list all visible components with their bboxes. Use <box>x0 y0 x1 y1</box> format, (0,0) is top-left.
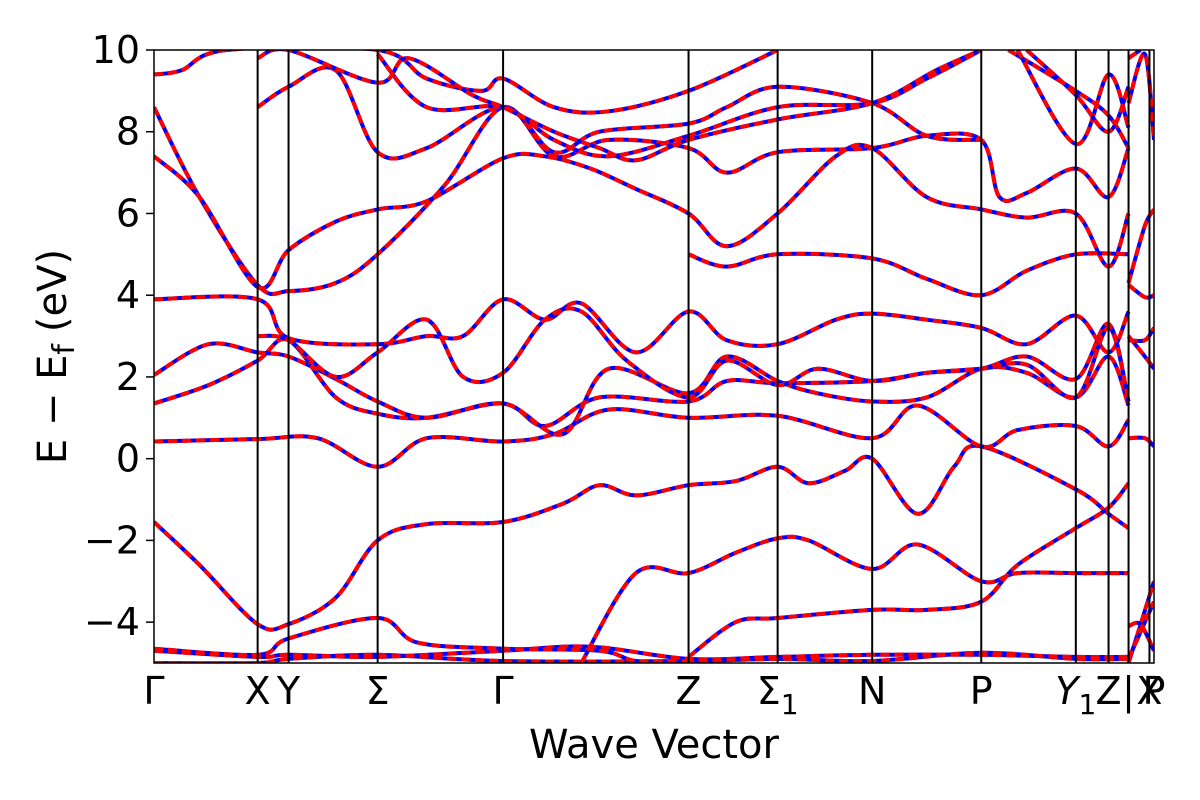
y-ticks-layer: −4 −2 0 2 4 6 8 10 <box>84 28 154 644</box>
band-line-red-8 <box>154 341 1131 437</box>
x-tick-label-1: X <box>245 669 271 713</box>
band-line-blue-5 <box>687 481 1131 659</box>
x-axis-label: Wave Vector <box>529 722 780 768</box>
y-axis-label-main: E − E <box>30 355 76 465</box>
band-line-red-18 <box>1007 50 1131 150</box>
x-tick-label-10: Z <box>1096 669 1122 713</box>
x-tick-label-13: P <box>1143 669 1166 713</box>
x-tick-label-7: N <box>858 669 886 713</box>
y-tick-label-3: 2 <box>116 355 140 399</box>
y-tick-label-0: −4 <box>84 600 140 644</box>
band-line-blue-9 <box>154 294 1131 355</box>
band-line-red-22 <box>1126 600 1154 660</box>
plot-frame <box>153 49 1155 664</box>
y-tick-label-6: 8 <box>116 110 140 154</box>
x-tick-label-3: Σ <box>366 669 390 713</box>
band-line-red-17 <box>687 251 1129 298</box>
band-line-red-24 <box>1128 435 1154 448</box>
x-tick-label-2: Y <box>276 669 301 713</box>
x-tick-label-4: Γ <box>493 669 514 713</box>
band-line-red-23 <box>1127 620 1154 652</box>
band-line-red-29 <box>1126 52 1154 141</box>
band-line-red-15 <box>376 50 983 159</box>
kpoint-lines-layer <box>256 50 1151 663</box>
band-line-red-13 <box>256 65 982 161</box>
band-line-red-3 <box>154 443 1130 632</box>
band-line-red-4 <box>579 534 1129 663</box>
y-axis-label-subscript: f <box>47 343 82 355</box>
bands-layer <box>154 50 1154 663</box>
y-tick-label-4: 4 <box>116 273 140 317</box>
x-tick-label-0: Γ <box>143 669 164 713</box>
y-tick-label-2: 0 <box>116 437 140 481</box>
x-tick-label-12: X <box>1136 669 1162 713</box>
band-line-red-27 <box>1127 283 1154 300</box>
x-tick-label-9: Y1 <box>1055 669 1096 721</box>
y-axis-label-unit: (eV) <box>30 249 76 332</box>
y-axis-label: E − Ef (eV) <box>30 249 82 464</box>
y-tick-label-5: 6 <box>116 191 140 235</box>
x-tick-label-6: Σ1 <box>757 669 799 721</box>
band-line-blue-11 <box>154 105 1131 297</box>
band-line-red-28 <box>1126 208 1154 284</box>
band-line-red-7 <box>154 321 1131 428</box>
y-tick-label-7: 10 <box>92 28 140 72</box>
band-line-red-10 <box>257 306 1131 403</box>
band-line-blue-8 <box>154 341 1131 437</box>
band-line-blue-12 <box>154 142 1131 291</box>
x-tick-label-11: | <box>1122 669 1135 714</box>
band-line-red-9 <box>154 294 1131 355</box>
band-line-red-26 <box>1126 334 1154 370</box>
band-line-red-12 <box>154 142 1131 291</box>
x-ticks-layer: Γ X Y Σ Γ Z Σ1 N P Y1 Z | XP <box>143 669 1165 721</box>
band-line-red-11 <box>154 105 1131 297</box>
y-tick-label-1: −2 <box>84 518 140 562</box>
x-tick-label-8: P <box>970 669 993 713</box>
band-line-blue-17 <box>687 251 1129 298</box>
band-line-blue-14 <box>154 50 779 115</box>
band-line-red-6 <box>154 403 1131 469</box>
x-tick-label-5: Z <box>676 669 702 713</box>
band-line-blue-4 <box>579 534 1129 663</box>
band-line-blue-10 <box>257 306 1131 403</box>
band-line-red-2 <box>154 615 689 663</box>
band-line-red-14 <box>154 50 779 115</box>
band-line-red-0 <box>154 650 1129 663</box>
band-line-red-20 <box>1025 50 1131 134</box>
band-line-red-19 <box>1015 50 1131 146</box>
